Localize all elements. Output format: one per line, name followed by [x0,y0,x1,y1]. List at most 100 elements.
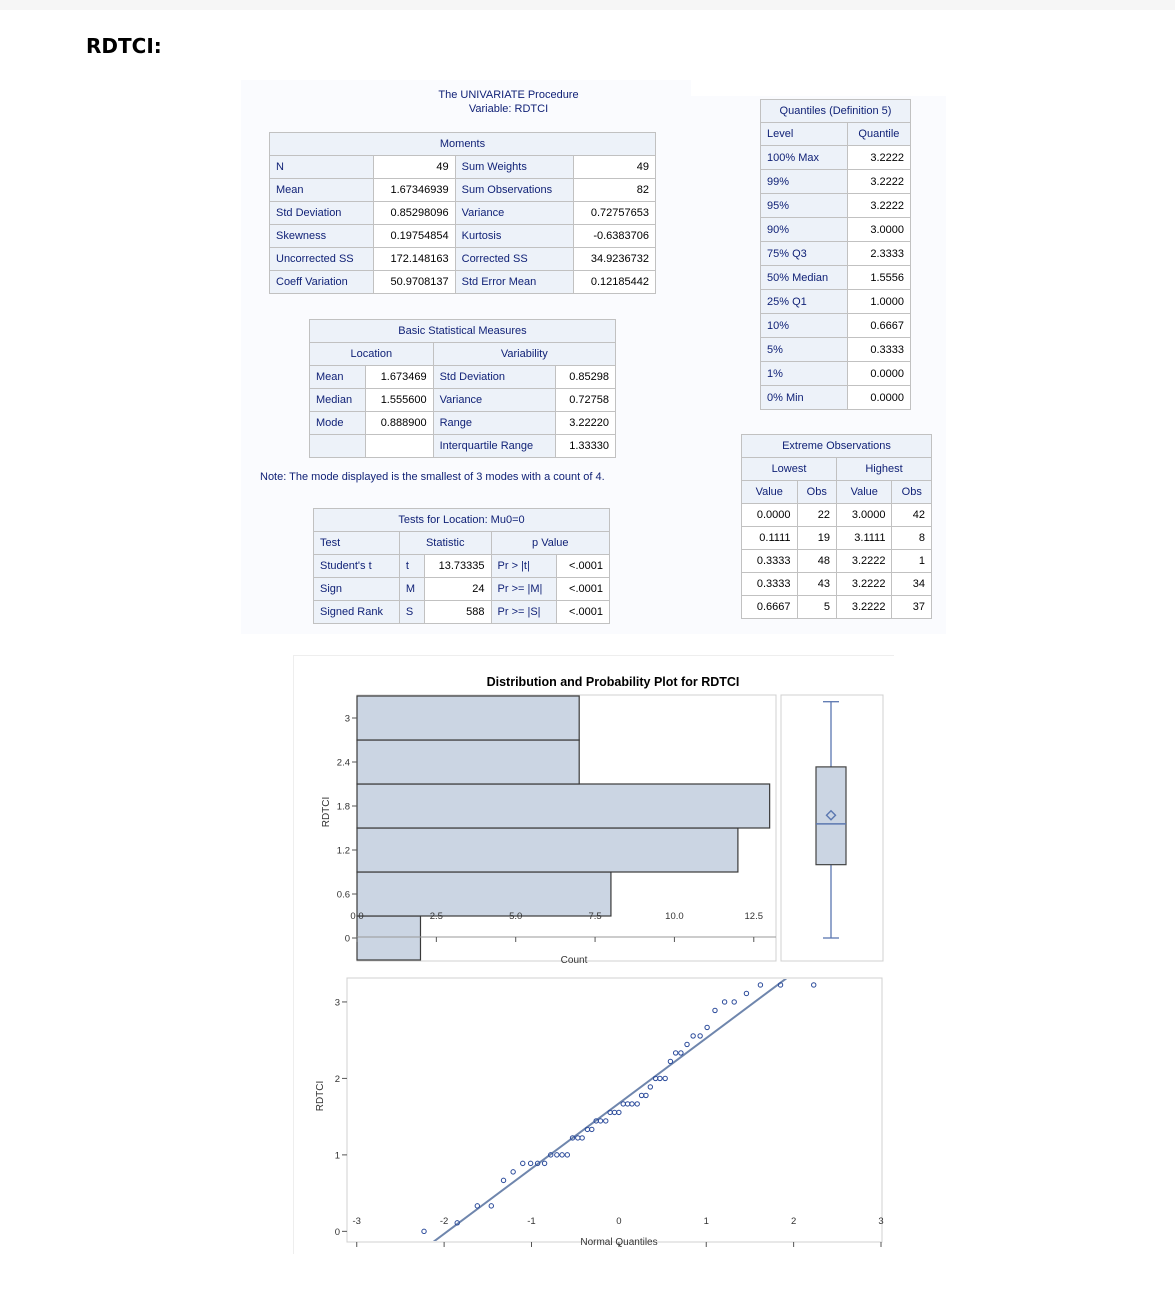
histogram-y-axis: 0 0.6 1.2 1.8 2.4 3 [337,714,357,945]
quantile-row: 1% 0.0000 [760,361,912,386]
basic-measures-row: Mode 0.888900 Range 3.22220 [308,411,617,435]
moment-label: N [268,155,375,179]
quantile-level: 100% Max [760,145,848,170]
histogram-ylabel: RDTCI [321,797,332,828]
highest-value: 3.1111 [835,526,893,550]
qq-point [777,982,784,988]
quantile-value: 1.0000 [846,289,912,314]
qq-point [690,1033,696,1039]
boxplot [815,701,847,939]
extreme-row: 0.3333 43 3.2222 34 [741,572,932,596]
quantiles-title: Quantiles (Definition 5) [760,99,911,123]
qq-point [712,1007,718,1014]
test-symbol: S [398,600,425,624]
variability-label: Variance [432,388,556,412]
location-value: 1.673469 [365,365,434,389]
test-row: Student's t t 13.73335 Pr > |t| <.0001 [313,554,611,578]
test-header: Test [313,531,400,555]
moments-row: Coeff Variation 50.9708137 Std Error Mean 0… [268,270,656,294]
mean-diamond-icon [825,809,837,821]
sas-output-panel: The UNIVARIATE Procedure Variable: RDTCI… [241,80,946,634]
moment-label: Mean [268,178,375,202]
level-header: Level [760,122,848,146]
box-iqr [815,766,847,866]
moments-title: Moments [269,132,656,156]
qq-y-tick-label: 3 [335,997,340,1008]
qq-point [597,1118,604,1124]
qq-x-tick-label: -2 [440,1216,448,1227]
qq-point [589,1126,595,1133]
variability-label: Std Deviation [432,365,556,389]
qq-point [603,1118,609,1124]
moments-row: Uncorrected SS 172.148163 Corrected SS 34.9… [268,247,656,271]
moment-value: 82 [573,178,656,202]
qq-point [662,1075,668,1082]
location-value [365,434,434,458]
highest-obs: 8 [891,526,932,550]
highest-value: 3.0000 [835,503,893,527]
variability-value: 0.72758 [554,388,617,412]
quantile-row: 99% 3.2222 [760,169,912,194]
quantile-level: 25% Q1 [760,289,848,314]
qq-point [559,1152,565,1158]
quantile-row: 100% Max 3.2222 [760,145,912,170]
pvalue-header: p Value [490,531,611,555]
statistic-header: Statistic [398,531,492,555]
lowest-value: 0.1111 [741,526,798,550]
histogram-bar [356,695,580,741]
test-row: Sign M 24 Pr >= |M| <.0001 [313,577,611,601]
test-statistic: 588 [423,600,492,624]
y-tick-label: 0.6 [337,890,350,901]
quantile-level: 0% Min [760,385,848,410]
qq-point [564,1152,571,1158]
qq-x-tick-label: 0 [616,1216,621,1227]
qq-xlabel: Normal Quantiles [580,1237,657,1248]
highest-obs: 34 [891,572,932,596]
quantile-level: 75% Q3 [760,241,848,266]
procedure-variable: Variable: RDTCI [468,103,549,115]
quantile-row: 5% 0.3333 [760,337,912,362]
quantile-level: 99% [760,169,848,194]
quantile-value: 0.3333 [846,337,912,362]
quantile-row: 0% Min 0.0000 [760,385,912,410]
histogram-bar [356,915,422,961]
moment-value: 50.9708137 [373,270,456,294]
pvalue: <.0001 [555,600,611,624]
highest-value: 3.2222 [835,595,893,619]
qq-point [757,982,764,988]
qq-x-tick-label: -1 [527,1216,535,1227]
moment-value: 0.72757653 [573,201,656,225]
test-statistic: 24 [423,577,492,601]
location-label [308,434,367,458]
moment-value: 49 [573,155,656,179]
tests-location-table: Tests for Location: Mu0=0 Test Statistic… [313,508,611,624]
lowest-value: 0.0000 [741,503,798,527]
basic-measures-title: Basic Statistical Measures [309,319,616,343]
qq-point [721,999,728,1005]
moment-label: Uncorrected SS [268,247,375,271]
qq-point [697,1033,703,1039]
chart-title: Distribution and Probability Plot for RD… [487,675,740,689]
lowest-value: 0.3333 [741,572,798,596]
qq-point [643,1092,649,1099]
histogram-bar [356,783,771,829]
extremes-title: Extreme Observations [741,434,932,458]
moment-label: Sum Observations [454,178,575,202]
qq-point [510,1169,516,1175]
quantile-row: 75% Q3 2.3333 [760,241,912,266]
test-statistic: 13.73335 [423,554,492,578]
tests-title: Tests for Location: Mu0=0 [313,508,610,532]
mode-note: Note: The mode displayed is the smallest… [260,471,605,483]
location-value: 1.555600 [365,388,434,412]
y-tick-label: 2.4 [337,758,350,769]
test-symbol: t [398,554,425,578]
qq-x-tick-label: -3 [353,1216,361,1227]
location-label: Mode [308,411,367,435]
x-tick-label: 7.5 [588,911,601,922]
moments-row: Skewness 0.19754854 Kurtosis -0.6383706 [268,224,656,248]
procedure-title: The UNIVARIATE Procedure Variable: RDTCI [241,88,776,116]
x-tick-label: 5.0 [509,911,522,922]
moment-label: Variance [454,201,575,225]
location-header: Location [309,342,434,366]
qq-point [684,1041,690,1048]
